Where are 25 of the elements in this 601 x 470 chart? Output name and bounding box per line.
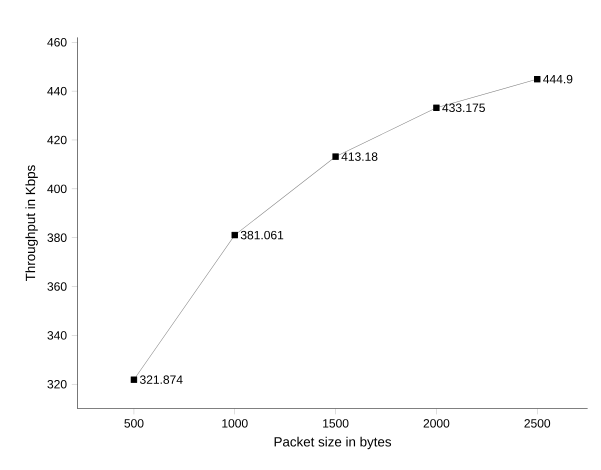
data-label: 433.175	[442, 103, 485, 112]
y-tick-label: 460	[47, 38, 67, 46]
data-label: 381.061	[240, 230, 284, 240]
point	[534, 76, 540, 82]
y-tick-label: 380	[47, 233, 67, 242]
data-label: 321.874	[140, 375, 183, 384]
point	[232, 232, 238, 238]
point	[130, 376, 138, 383]
data-label: 413.18	[341, 152, 378, 161]
y-tick-label: 360	[47, 282, 67, 291]
point	[332, 153, 339, 160]
data-label: 444.9	[543, 74, 572, 84]
x-tick-label: 1000	[222, 419, 248, 428]
y-tick-label: 440	[47, 86, 67, 96]
x-tick-label: 2500	[524, 419, 550, 428]
y-axis-title: Throughput in Kbps	[25, 165, 38, 281]
x-tick-label: 2000	[424, 419, 450, 428]
y-tick-label: 400	[47, 184, 67, 194]
y-tick-label: 340	[47, 331, 67, 340]
x-tick-label: 500	[124, 419, 144, 428]
x-axis-title: Packet size in bytes	[274, 436, 392, 450]
y-tick-label: 420	[47, 136, 67, 144]
point	[433, 104, 440, 111]
x-tick-label: 1500	[323, 419, 348, 428]
y-tick-label: 320	[47, 380, 67, 388]
